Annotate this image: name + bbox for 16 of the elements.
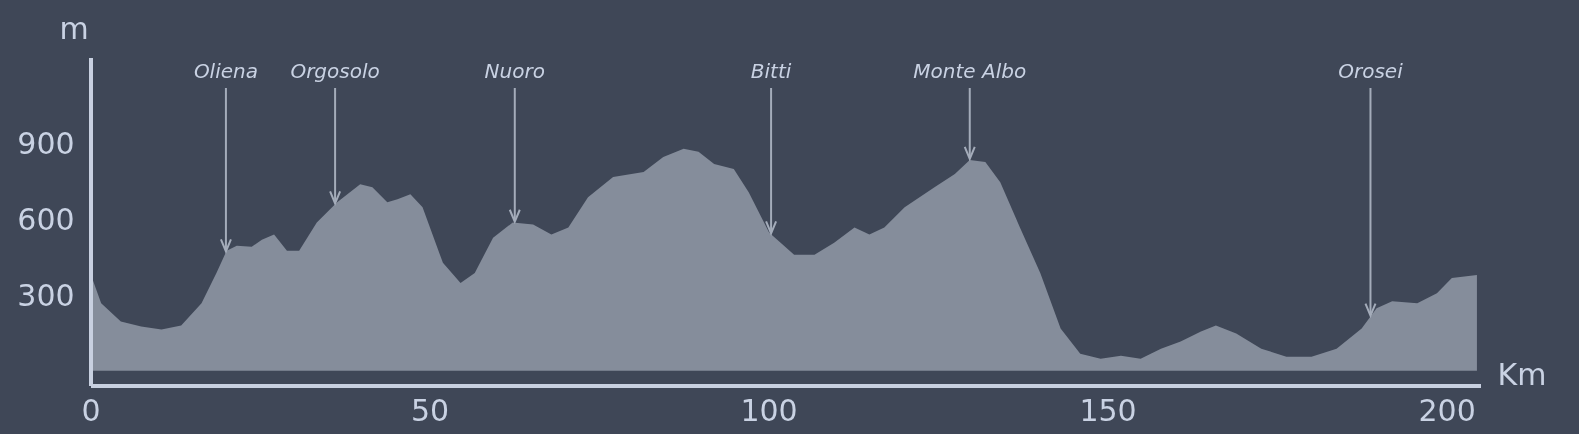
- x-tick-label: 0: [81, 392, 101, 428]
- annotation: Monte Albo: [913, 59, 1027, 83]
- annotation: Bitti: [750, 59, 792, 83]
- x-tick-label: 50: [410, 392, 450, 428]
- x-tick-label: 100: [740, 392, 798, 428]
- y-axis-title: m: [59, 10, 89, 46]
- annotation: Nuoro: [484, 59, 545, 83]
- y-tick-label: 300: [17, 277, 75, 313]
- y-tick-label: 600: [17, 201, 75, 237]
- annotation: Orosei: [1338, 59, 1404, 83]
- x-axis-title: Km: [1497, 356, 1547, 392]
- x-tick-label: 150: [1079, 392, 1137, 428]
- annotation: Orgosolo: [290, 59, 380, 83]
- x-tick-label: 200: [1418, 392, 1476, 428]
- annotation: Oliena: [193, 59, 258, 83]
- y-tick-label: 900: [17, 126, 75, 162]
